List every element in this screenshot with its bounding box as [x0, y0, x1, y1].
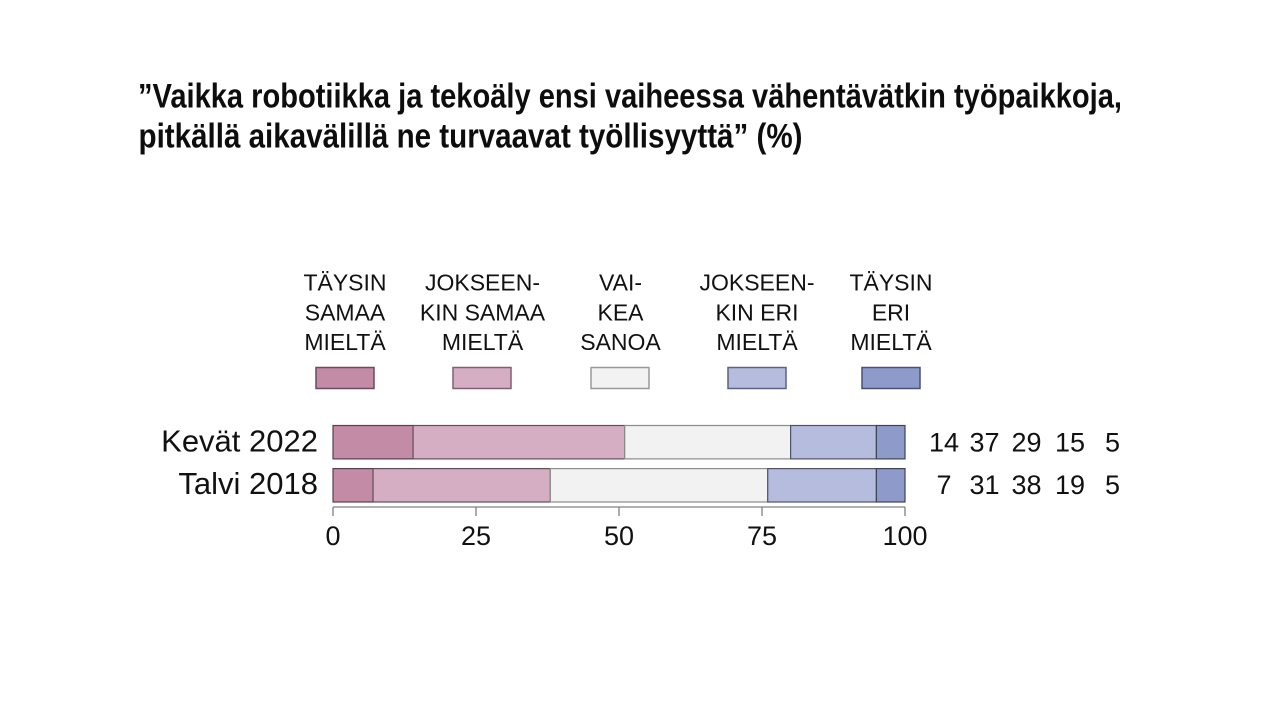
- svg-text:TÄYSIN: TÄYSIN: [849, 270, 932, 296]
- svg-text:100: 100: [882, 521, 927, 551]
- svg-text:SANOA: SANOA: [580, 329, 661, 355]
- svg-text:KEA: KEA: [597, 299, 644, 325]
- svg-text:MIELTÄ: MIELTÄ: [304, 329, 386, 355]
- svg-text:5: 5: [1105, 470, 1120, 500]
- svg-text:MIELTÄ: MIELTÄ: [716, 329, 798, 355]
- svg-text:TÄYSIN: TÄYSIN: [303, 270, 386, 296]
- svg-text:75: 75: [747, 521, 777, 551]
- svg-text:Talvi 2018: Talvi 2018: [178, 466, 318, 501]
- svg-text:MIELTÄ: MIELTÄ: [850, 329, 932, 355]
- svg-text:15: 15: [1055, 428, 1085, 458]
- svg-text:5: 5: [1105, 428, 1120, 458]
- svg-text:JOKSEEN-: JOKSEEN-: [699, 270, 814, 296]
- svg-text:SAMAA: SAMAA: [305, 299, 386, 325]
- svg-text:50: 50: [604, 521, 634, 551]
- svg-text:7: 7: [936, 470, 951, 500]
- svg-text:MIELTÄ: MIELTÄ: [442, 329, 524, 355]
- svg-text:JOKSEEN-: JOKSEEN-: [425, 270, 540, 296]
- svg-text:37: 37: [969, 428, 999, 458]
- svg-text:14: 14: [929, 428, 959, 458]
- svg-text:38: 38: [1011, 470, 1041, 500]
- svg-text:31: 31: [969, 470, 999, 500]
- svg-text:Kevät 2022: Kevät 2022: [161, 424, 318, 459]
- svg-text:VAI-: VAI-: [599, 270, 642, 296]
- svg-text:25: 25: [461, 521, 491, 551]
- svg-text:ERI: ERI: [872, 299, 910, 325]
- svg-text:19: 19: [1055, 470, 1085, 500]
- svg-text:pitkällä aikavälillä ne turvaa: pitkällä aikavälillä ne turvaavat työlli…: [139, 118, 803, 156]
- svg-text:29: 29: [1011, 428, 1041, 458]
- svg-text:KIN SAMAA: KIN SAMAA: [420, 299, 546, 325]
- svg-text:0: 0: [325, 521, 340, 551]
- svg-text:”Vaikka robotiikka ja tekoäly: ”Vaikka robotiikka ja tekoäly ensi vaihe…: [138, 78, 1122, 116]
- svg-text:KIN ERI: KIN ERI: [715, 299, 798, 325]
